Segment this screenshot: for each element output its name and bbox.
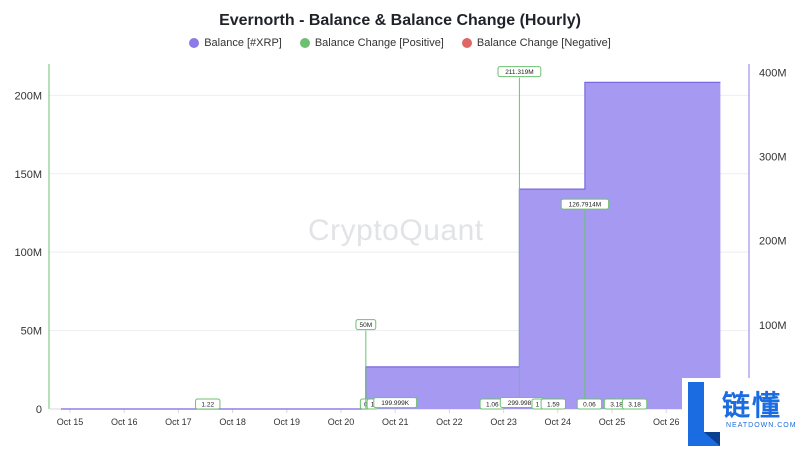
x-tick-label: Oct 17: [165, 417, 192, 427]
data-label-box: [540, 398, 566, 410]
legend-label-negative: Balance Change [Negative]: [476, 37, 611, 49]
y-left-tick-label: 0: [36, 404, 42, 416]
x-tick-label: Oct 24: [545, 417, 572, 427]
legend-item-balance[interactable]: Balance [#XRP]: [189, 37, 282, 49]
legend: Balance [#XRP] Balance Change [Positive]…: [0, 37, 800, 49]
brand-name-cn: 链懂: [722, 389, 783, 422]
x-tick-label: Oct 26: [653, 417, 680, 427]
balance-area: [61, 82, 721, 410]
x-tick-label: Oct 16: [111, 417, 138, 427]
data-label-box: [560, 198, 610, 210]
brand-l-icon: [688, 382, 720, 446]
chart-title: Evernorth - Balance & Balance Change (Ho…: [219, 12, 581, 29]
x-tick-label: Oct 21: [382, 417, 409, 427]
data-label: 0.06: [583, 402, 596, 409]
data-label-box: [497, 66, 542, 78]
watermark: CryptoQuant: [308, 214, 484, 247]
y-right-tick-label: 300M: [759, 152, 787, 164]
data-label: 211.319M: [505, 69, 533, 76]
data-label: 1.22: [201, 402, 214, 409]
x-tick-label: Oct 23: [490, 417, 517, 427]
y-left-tick-label: 50M: [21, 326, 42, 338]
legend-dot-balance-icon: [189, 38, 200, 48]
data-label: 1.59: [547, 402, 560, 409]
y-left-tick-label: 150M: [14, 169, 42, 181]
data-label: 3.18: [628, 402, 641, 409]
data-label: 199.999K: [381, 400, 409, 407]
y-left-tick-label: 200M: [14, 90, 42, 102]
x-tick-label: Oct 18: [219, 417, 246, 427]
data-label: 126.7914M: [569, 202, 602, 209]
data-label-box: [621, 398, 648, 410]
data-label: 1: [371, 402, 375, 409]
legend-dot-positive-icon: [299, 38, 310, 48]
data-label-box: [355, 319, 377, 331]
data-label: 299.998K: [508, 400, 536, 407]
x-tick-label: Oct 20: [328, 417, 355, 427]
data-label-box: [373, 397, 418, 409]
x-tick-label: Oct 19: [274, 417, 301, 427]
brand-logo: 链懂 NEATDOWN.COM: [682, 378, 800, 450]
data-label: 3.18: [610, 402, 623, 409]
brand-name-en: NEATDOWN.COM: [726, 422, 797, 429]
legend-item-positive[interactable]: Balance Change [Positive]: [299, 37, 444, 49]
legend-dot-negative-icon: [461, 38, 472, 48]
x-tick-label: Oct 15: [57, 417, 84, 427]
legend-item-negative[interactable]: Balance Change [Negative]: [461, 37, 611, 49]
data-label: 1: [536, 402, 540, 409]
legend-label-positive: Balance Change [Positive]: [314, 37, 444, 49]
y-right-tick-label: 100M: [759, 320, 787, 332]
data-label: 1.06: [486, 402, 499, 409]
y-right-tick-label: 400M: [759, 67, 787, 79]
x-tick-label: Oct 25: [599, 417, 626, 427]
data-label: 50M: [360, 322, 373, 329]
y-left-tick-label: 100M: [14, 247, 42, 259]
data-label-box: [195, 398, 221, 410]
y-right-tick-label: 200M: [759, 236, 787, 248]
legend-label-balance: Balance [#XRP]: [204, 37, 282, 49]
x-tick-label: Oct 22: [436, 417, 463, 427]
data-label-box: [576, 398, 603, 410]
